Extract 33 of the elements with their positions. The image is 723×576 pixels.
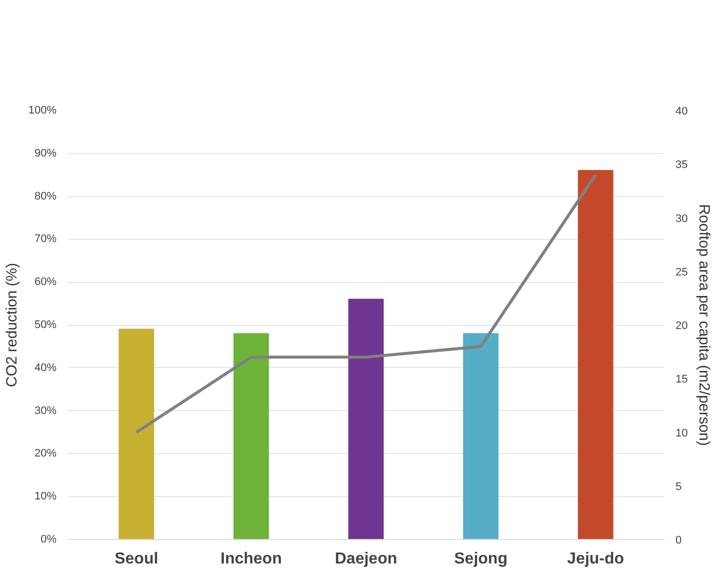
x-tick-label: Incheon — [220, 550, 282, 568]
line-series — [134, 173, 598, 434]
y2-axis-title: Rooftop area per capita (m2/person) — [696, 204, 713, 446]
y-tick-label: 60% — [34, 276, 57, 288]
y-tick-label: 0% — [40, 534, 57, 546]
bar — [348, 298, 384, 540]
y-tick-label: 30% — [34, 404, 57, 417]
y-tick-label: 70% — [34, 233, 57, 246]
y-tick-label: 50% — [34, 319, 57, 331]
bar — [463, 333, 499, 540]
y-tick-label: 90% — [34, 147, 57, 160]
y-axis-title: CO2 reduction (%) — [3, 262, 20, 388]
x-tick-label: Seoul — [114, 550, 158, 568]
y2-tick-label: 0 — [676, 534, 682, 546]
y2-tick-label: 20 — [676, 320, 688, 332]
y2-tick-label: 10 — [676, 427, 688, 440]
x-tick-label: Sejong — [454, 550, 508, 568]
x-tick-label: Jeju-do — [567, 550, 624, 568]
y-tick-label: 20% — [34, 448, 57, 460]
y2-tick-label: 30 — [676, 212, 688, 225]
y-tick-label: 80% — [34, 190, 57, 202]
bar — [233, 333, 269, 540]
y2-tick-label: 5 — [676, 480, 682, 493]
y2-tick-label: 15 — [676, 374, 688, 386]
bar — [578, 170, 614, 540]
y-tick-label: 40% — [34, 362, 57, 374]
y2-tick-label: 25 — [676, 266, 688, 278]
y2-tick-label: 40 — [676, 106, 688, 118]
y-tick-label: 10% — [34, 490, 57, 503]
y2-tick-label: 35 — [676, 159, 688, 172]
y-tick-label: 100% — [28, 104, 57, 116]
bar — [118, 328, 154, 540]
x-tick-label: Daejeon — [334, 550, 398, 568]
